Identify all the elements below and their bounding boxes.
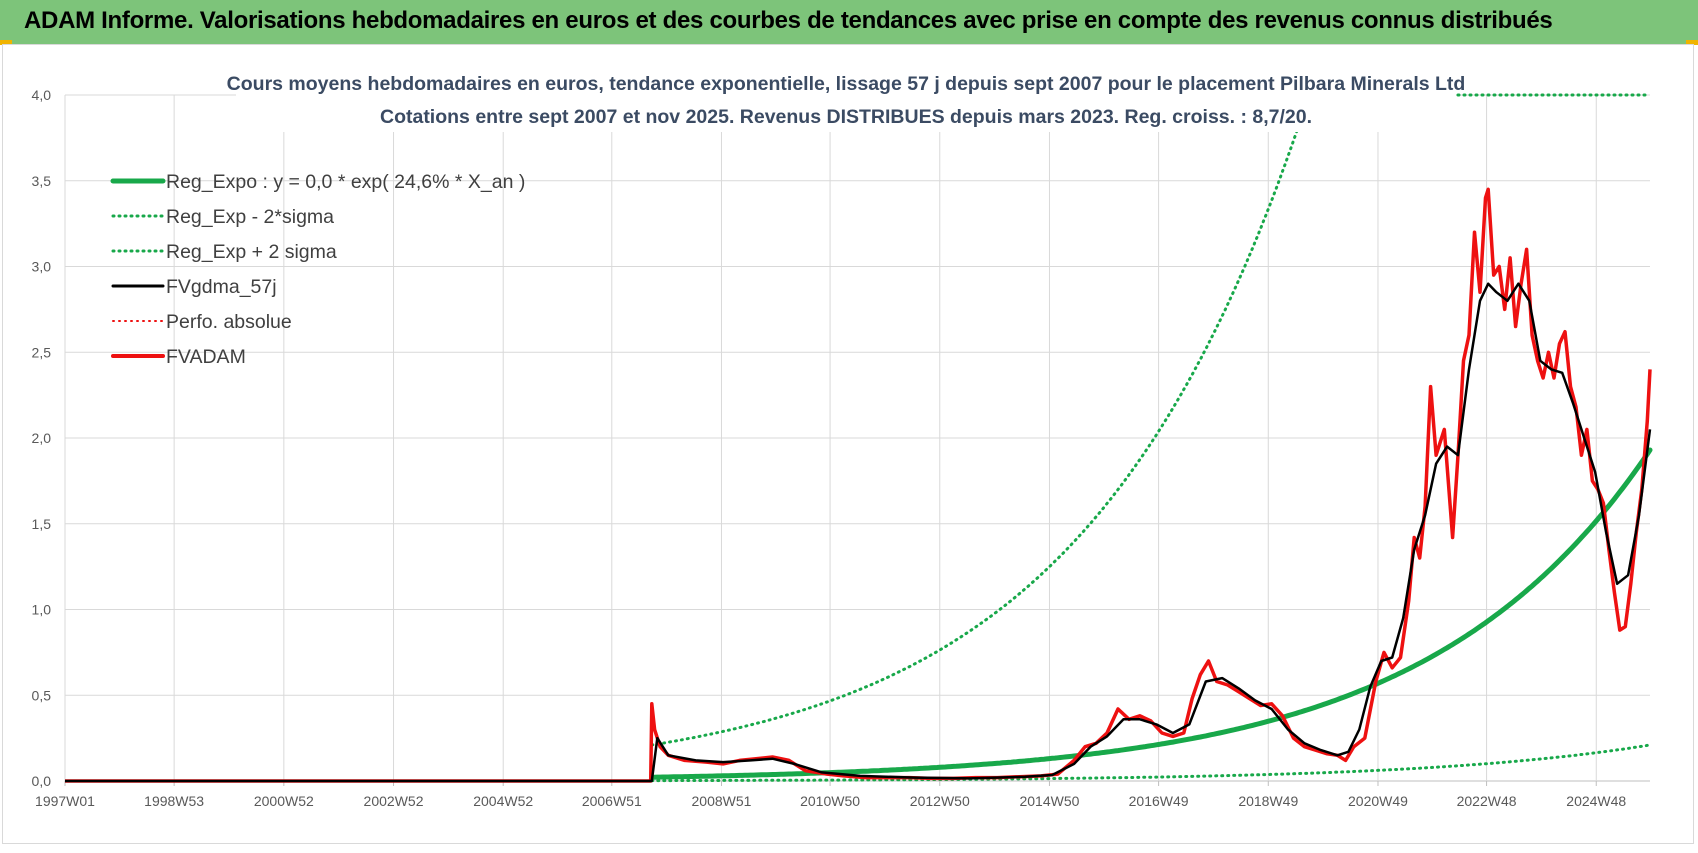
- series-reg-exp-minus-2sigma: [650, 743, 1652, 783]
- legend-label: FVgdma_57j: [166, 276, 277, 298]
- legend-label: Perfo. absolue: [166, 311, 292, 333]
- legend: Reg_Expo : y = 0,0 * exp( 24,6% * X_an )…: [110, 171, 525, 368]
- legend-label: FVADAM: [166, 346, 246, 368]
- corner-marker-right: [1686, 40, 1698, 45]
- series-fvadam: [65, 187, 1652, 783]
- series-fvgdma-57j: [65, 282, 1652, 783]
- legend-label: Reg_Exp - 2*sigma: [166, 206, 334, 228]
- y-tick-label: 3,0: [32, 259, 52, 275]
- x-tick-label: 2004W52: [473, 793, 533, 809]
- x-tick-labels: 1997W01 1998W53 2000W52 2002W52 2004W52 2006W…: [35, 793, 1626, 809]
- page-title: ADAM Informe. Valorisations hebdomadaire…: [24, 7, 1553, 34]
- y-tick-label: 0,5: [32, 687, 52, 703]
- x-tick-label: 2008W51: [692, 793, 752, 809]
- x-tick-label: 2010W50: [800, 793, 860, 809]
- y-tick-label: 3,5: [32, 173, 52, 189]
- y-tick-label: 2,0: [32, 430, 52, 446]
- y-tick-label: 2,5: [32, 344, 52, 360]
- grid: [64, 94, 1650, 786]
- y-tick-label: 1,5: [32, 516, 52, 532]
- corner-marker-left: [0, 40, 12, 45]
- x-tick-label: 2022W48: [1457, 793, 1517, 809]
- x-tick-label: 2014W50: [1019, 793, 1079, 809]
- y-tick-label: 4,0: [32, 87, 52, 103]
- series-layer: [65, 93, 1653, 783]
- legend-label: Reg_Exp + 2 sigma: [166, 241, 337, 263]
- x-tick-label: 2020W49: [1348, 793, 1408, 809]
- y-tick-labels: 0,0 0,5 1,0 1,5 2,0 2,5 3,0 3,5 4,0: [32, 87, 52, 789]
- chart-title-line-2: Cotations entre sept 2007 et nov 2025. R…: [380, 106, 1312, 128]
- chart-frame: [2, 44, 1694, 844]
- x-tick-label: 2012W50: [910, 793, 970, 809]
- chart-area: 0,0 0,5 1,0 1,5 2,0 2,5 3,0 3,5 4,0 1997W01 1998W…: [0, 46, 1698, 848]
- header-banner: ADAM Informe. Valorisations hebdomadaire…: [0, 0, 1698, 45]
- title-background: [236, 64, 1456, 132]
- x-tick-label: 2016W49: [1129, 793, 1189, 809]
- series-reg-exp-plus-2sigma: [650, 93, 1311, 747]
- x-tick-label: 2024W48: [1566, 793, 1626, 809]
- legend-label: Reg_Expo : y = 0,0 * exp( 24,6% * X_an ): [166, 171, 525, 193]
- x-tick-label: 1998W53: [144, 793, 204, 809]
- x-tick-label: 2000W52: [254, 793, 314, 809]
- chart-title-line-1: Cours moyens hebdomadaires en euros, ten…: [227, 73, 1466, 95]
- y-tick-label: 1,0: [32, 602, 52, 618]
- x-tick-label: 1997W01: [35, 793, 95, 809]
- x-tick-label: 2006W51: [582, 793, 642, 809]
- series-reg-expo: [649, 447, 1653, 780]
- y-tick-label: 0,0: [32, 773, 52, 789]
- chart: 0,0 0,5 1,0 1,5 2,0 2,5 3,0 3,5 4,0 1997W01 1998W…: [32, 64, 1653, 809]
- x-tick-label: 2018W49: [1238, 793, 1298, 809]
- x-tick-label: 2002W52: [364, 793, 424, 809]
